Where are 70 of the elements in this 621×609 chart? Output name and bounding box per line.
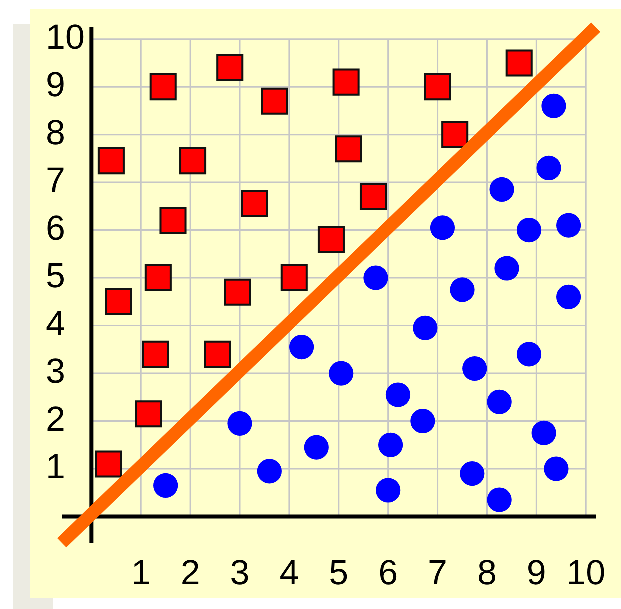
x-tick-label: 10 bbox=[566, 554, 606, 593]
point bbox=[430, 216, 456, 240]
point bbox=[386, 382, 411, 408]
point bbox=[204, 340, 232, 368]
point bbox=[490, 177, 514, 202]
point bbox=[261, 88, 288, 115]
x-tick-label: 9 bbox=[526, 554, 546, 593]
point bbox=[556, 213, 582, 238]
point bbox=[95, 450, 122, 478]
y-tick-label: 6 bbox=[46, 208, 66, 248]
point bbox=[487, 390, 512, 414]
y-tick-label: 5 bbox=[46, 256, 66, 296]
point bbox=[150, 74, 177, 101]
point bbox=[450, 278, 475, 302]
point bbox=[144, 264, 172, 292]
point bbox=[516, 342, 542, 367]
y-tick-label: 4 bbox=[46, 304, 66, 344]
point bbox=[542, 94, 566, 118]
point bbox=[290, 334, 314, 360]
point bbox=[280, 264, 308, 292]
point bbox=[335, 136, 362, 163]
point bbox=[506, 50, 533, 77]
point bbox=[360, 183, 388, 210]
y-tick-label: 7 bbox=[46, 161, 66, 200]
x-tick-label: 3 bbox=[230, 554, 250, 593]
x-tick-label: 1 bbox=[131, 554, 151, 593]
x-tick-label: 7 bbox=[428, 554, 448, 593]
x-tick-label: 2 bbox=[180, 554, 200, 593]
point bbox=[154, 473, 178, 498]
x-tick-label: 4 bbox=[280, 554, 300, 593]
point bbox=[257, 459, 282, 484]
point bbox=[378, 432, 404, 458]
point bbox=[318, 226, 345, 254]
point bbox=[228, 411, 252, 436]
point bbox=[494, 256, 520, 281]
point bbox=[304, 435, 329, 460]
point bbox=[536, 156, 562, 181]
point bbox=[364, 266, 388, 290]
point bbox=[332, 68, 360, 96]
point bbox=[98, 148, 125, 175]
point bbox=[532, 420, 556, 446]
x-tick-label: 5 bbox=[329, 554, 349, 593]
point bbox=[462, 356, 488, 382]
point bbox=[135, 400, 162, 428]
point bbox=[376, 478, 401, 503]
y-tick-label: 8 bbox=[46, 113, 66, 152]
point bbox=[180, 148, 207, 175]
point bbox=[487, 488, 512, 512]
y-tick-label: 3 bbox=[46, 352, 66, 392]
y-tick-label: 1 bbox=[46, 448, 66, 487]
point bbox=[142, 340, 170, 368]
x-tick-label: 8 bbox=[477, 554, 497, 593]
y-tick-label: 2 bbox=[46, 400, 66, 439]
point bbox=[516, 218, 542, 243]
point bbox=[556, 284, 582, 310]
point bbox=[460, 461, 485, 486]
y-tick-label: 10 bbox=[46, 18, 85, 57]
point bbox=[544, 456, 569, 482]
point bbox=[160, 207, 187, 234]
point bbox=[105, 288, 132, 316]
point bbox=[224, 278, 252, 306]
point bbox=[442, 121, 469, 148]
point bbox=[410, 408, 436, 434]
x-tick-label: 6 bbox=[378, 554, 398, 593]
point bbox=[216, 54, 244, 82]
point bbox=[329, 361, 354, 386]
y-tick-label: 9 bbox=[46, 66, 66, 105]
point bbox=[413, 316, 438, 340]
point bbox=[241, 190, 268, 218]
point bbox=[424, 74, 452, 101]
